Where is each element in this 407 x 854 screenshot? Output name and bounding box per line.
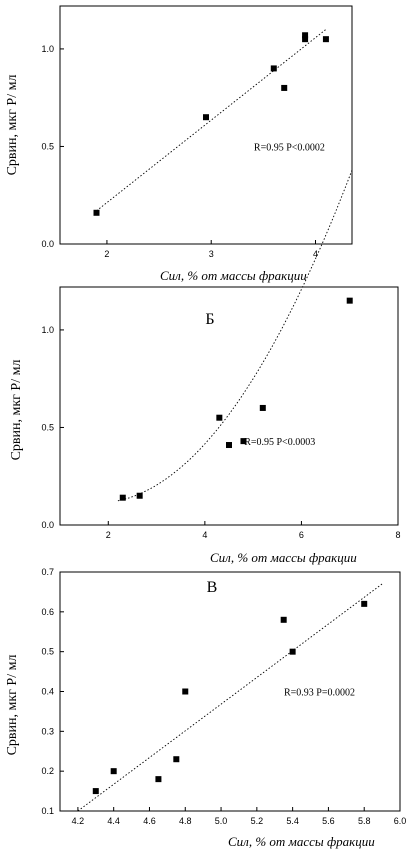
y-axis-label: Cрвин, мкг Р/ мл: [5, 75, 20, 176]
x-tick-label: 4: [202, 530, 207, 540]
y-axis-label: Cрвин, мкг Р/ мл: [9, 360, 24, 461]
y-axis-label: Cрвин, мкг Р/ мл: [5, 655, 20, 756]
data-point: [240, 438, 247, 445]
y-tick-label: 0.1: [41, 806, 54, 816]
data-point: [302, 36, 309, 43]
data-point: [280, 616, 287, 623]
panel-label: Б: [205, 311, 214, 328]
x-tick-label: 5.6: [322, 816, 335, 826]
x-tick-label: 6.0: [394, 816, 407, 826]
data-point: [173, 756, 180, 763]
data-point: [270, 65, 277, 72]
chart-panel-1: 2 3 4 0.0 0.5 1.0 R=0.95 P<0.0002 Сил, % от мас…: [5, 5, 353, 283]
x-tick-label: 2: [104, 249, 109, 259]
fit-line: [96, 29, 327, 212]
x-tick-label: 8: [395, 530, 400, 540]
x-tick-label: 5.0: [215, 816, 228, 826]
y-tick-label: 0.5: [41, 422, 54, 432]
y-tick-label: 1.0: [41, 44, 54, 54]
panel-label: В: [207, 579, 218, 596]
data-point: [322, 36, 329, 43]
x-tick-label: 5.2: [251, 816, 264, 826]
x-tick-label: 6: [299, 530, 304, 540]
data-point: [226, 442, 232, 449]
fit-line: [117, 169, 353, 502]
data-point: [281, 84, 288, 91]
x-tick-label: 4.4: [107, 816, 120, 826]
x-tick-label: 4: [313, 249, 318, 259]
y-tick-label: 0.3: [41, 726, 54, 736]
y-tick-label: 0.4: [41, 687, 54, 697]
data-point: [155, 776, 162, 783]
x-tick-label: 3: [209, 249, 214, 259]
data-point: [346, 297, 353, 304]
x-axis-label: Сил, % от массы фракции: [160, 268, 307, 283]
y-tick-label: 0.0: [41, 239, 54, 249]
stats-annotation: R=0.93 P=0.0002: [284, 687, 355, 698]
y-tick-label: 0.2: [41, 766, 54, 776]
data-point: [302, 32, 309, 39]
data-point: [92, 788, 99, 795]
plot-frame: [59, 5, 353, 245]
fit-line: [77, 583, 383, 812]
y-tick-label: 0.0: [41, 520, 54, 530]
x-axis-label: Сил, % от массы фракции: [210, 550, 357, 565]
chart-panel-2: 2 4 6 8 0.0 0.5 1.0 R=0.95 P<0.0003 Б Сил, % от м…: [9, 169, 401, 565]
x-tick-label: 5.8: [358, 816, 371, 826]
data-point: [182, 688, 189, 695]
x-tick-label: 4.8: [179, 816, 192, 826]
y-tick-label: 0.6: [41, 607, 54, 617]
data-point: [259, 404, 266, 411]
x-tick-label: 2: [106, 530, 111, 540]
plot-frame: [59, 286, 399, 526]
data-point: [136, 492, 143, 499]
data-point: [110, 768, 117, 775]
data-point: [203, 114, 209, 121]
data-point: [361, 600, 368, 607]
data-point: [289, 648, 296, 655]
y-tick-label: 0.7: [41, 567, 54, 577]
stats-annotation: R=0.95 P<0.0002: [254, 142, 325, 153]
stats-annotation: R=0.95 P<0.0003: [244, 437, 315, 448]
x-tick-label: 4.6: [143, 816, 156, 826]
y-tick-label: 0.5: [41, 647, 54, 657]
y-tick-label: 1.0: [41, 325, 54, 335]
data-point: [216, 414, 223, 421]
chart-panel-3: 4.2 4.4 4.6 4.8 5.0 5.2 5.4 5.6 5.8 6.0 0.1 0.2 0.3 0…: [5, 567, 406, 849]
data-point: [119, 494, 126, 501]
x-tick-label: 4.2: [72, 816, 85, 826]
x-tick-label: 5.4: [286, 816, 299, 826]
data-point: [93, 209, 100, 216]
y-tick-label: 0.5: [41, 141, 54, 151]
x-axis-label: Сил, % от массы фракции: [228, 834, 375, 849]
